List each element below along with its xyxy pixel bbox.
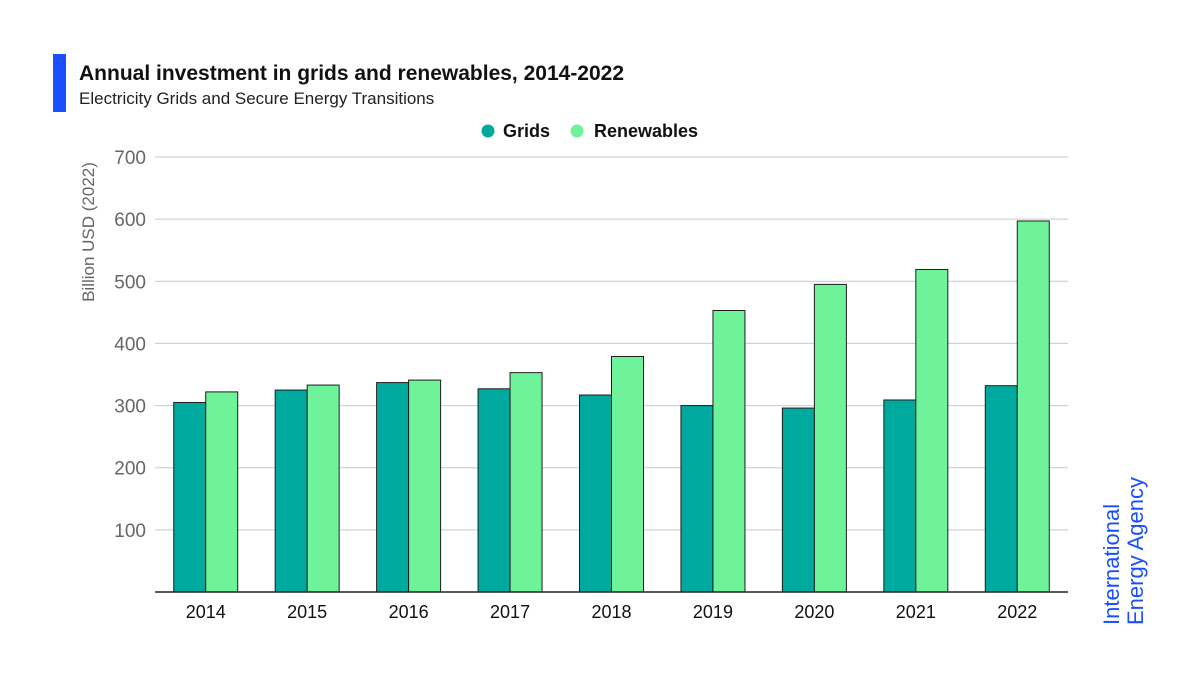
- bar-renewables-2016: [408, 379, 442, 593]
- bar-renewables-2020: [813, 283, 847, 593]
- bar-renewables-2017: [509, 372, 543, 593]
- brand-line-2: Energy Agency: [1123, 477, 1148, 625]
- bar-renewables-2014: [205, 391, 239, 593]
- x-tick-label: 2015: [287, 602, 327, 622]
- bar-grids-2022: [984, 385, 1018, 593]
- x-tick-label: 2019: [693, 602, 733, 622]
- chart-title: Annual investment in grids and renewable…: [79, 62, 625, 85]
- bar-grids-2014: [173, 401, 207, 593]
- y-axis-label: Billion USD (2022): [79, 162, 98, 302]
- y-tick-label: 100: [114, 521, 146, 542]
- bar-grids-2015: [274, 389, 308, 593]
- x-tick-label: 2014: [186, 602, 226, 622]
- title-accent-bar: [53, 54, 66, 112]
- y-tick-label: 300: [114, 397, 146, 418]
- x-tick-label: 2017: [490, 602, 530, 622]
- bar-grids-2020: [781, 407, 815, 593]
- brand-line-1: International: [1099, 503, 1124, 625]
- bar-renewables-2018: [611, 355, 644, 593]
- y-tick-label: 700: [114, 148, 146, 169]
- legend-label-renewables[interactable]: Renewables: [594, 121, 698, 141]
- legend-swatch-renewables: [570, 124, 584, 138]
- x-tick-label: 2018: [591, 602, 631, 622]
- y-tick-label: 500: [114, 272, 146, 293]
- legend-swatch-grids: [481, 124, 495, 138]
- x-tick-label: 2020: [794, 602, 834, 622]
- x-axis-ticks: 2014 2015 2016 2017 2018 2019 2020 2021 2022: [186, 602, 1038, 622]
- iea-logo: International Energy Agency: [1099, 460, 1155, 625]
- bar-renewables-2022: [1016, 220, 1050, 593]
- bar-grids-2017: [477, 388, 511, 593]
- bar-renewables-2019: [712, 309, 746, 593]
- bar-renewables-2015: [306, 384, 340, 593]
- legend[interactable]: Grids Renewables: [481, 121, 699, 141]
- x-tick-label: 2022: [997, 602, 1037, 622]
- bars: [173, 220, 1050, 593]
- bar-renewables-2021: [915, 268, 949, 593]
- bar-grids-2019: [680, 405, 714, 593]
- bar-grids-2016: [376, 382, 410, 593]
- y-tick-label: 600: [114, 210, 146, 231]
- x-tick-label: 2016: [389, 602, 429, 622]
- y-tick-label: 200: [114, 459, 146, 480]
- x-tick-label: 2021: [896, 602, 936, 622]
- chart-subtitle: Electricity Grids and Secure Energy Tran…: [79, 89, 435, 108]
- y-axis-ticks: 100 200 300 400 500 600 700: [114, 148, 146, 542]
- bar-grids-2021: [883, 399, 917, 593]
- bar-grids-2018: [579, 394, 612, 593]
- legend-label-grids[interactable]: Grids: [503, 121, 550, 141]
- y-tick-label: 400: [114, 334, 146, 355]
